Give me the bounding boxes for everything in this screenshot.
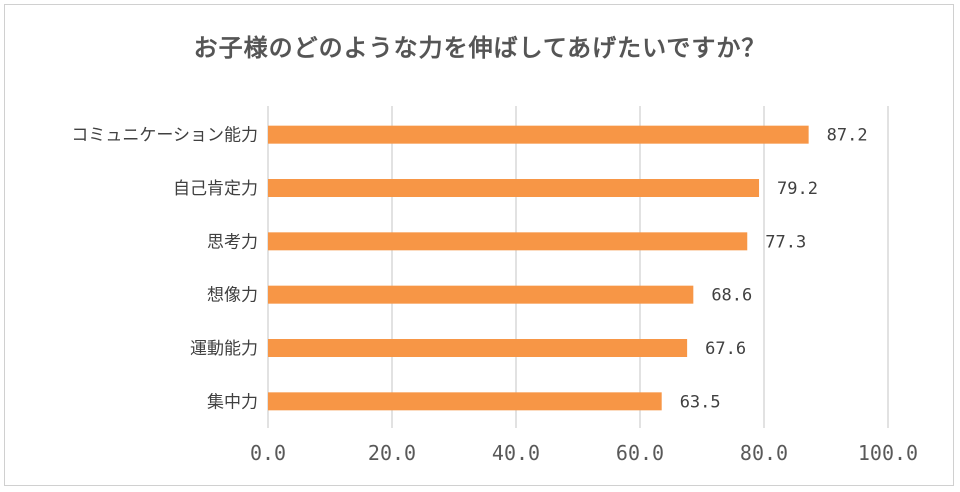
category-label: 自己肯定力 — [173, 179, 258, 199]
category-label: 集中力 — [207, 392, 258, 412]
category-label: 運動能力 — [190, 339, 258, 359]
bar — [268, 285, 694, 304]
data-label: 87.2 — [827, 126, 868, 146]
bar — [268, 392, 662, 411]
x-tick-label: 0.0 — [250, 441, 286, 465]
x-tick-label: 100.0 — [858, 441, 918, 465]
chart-title: お子様のどのような力を伸ばしてあげたいですか？ — [193, 34, 767, 62]
x-tick-label: 80.0 — [740, 441, 788, 465]
category-label: コミュニケーション能力 — [71, 126, 258, 146]
bar — [268, 232, 748, 251]
category-label: 想像力 — [207, 286, 258, 306]
data-label: 67.6 — [705, 339, 746, 359]
bar — [268, 179, 760, 197]
x-tick-label: 60.0 — [616, 441, 664, 465]
data-label: 77.3 — [765, 232, 806, 252]
x-tick-label: 40.0 — [492, 441, 540, 465]
data-label: 68.6 — [711, 286, 752, 306]
data-label: 79.2 — [777, 179, 818, 199]
x-tick-label: 20.0 — [368, 441, 416, 465]
data-label: 63.5 — [680, 392, 721, 412]
bar — [268, 125, 809, 144]
bar — [268, 339, 688, 357]
category-label: 思考力 — [207, 232, 258, 252]
